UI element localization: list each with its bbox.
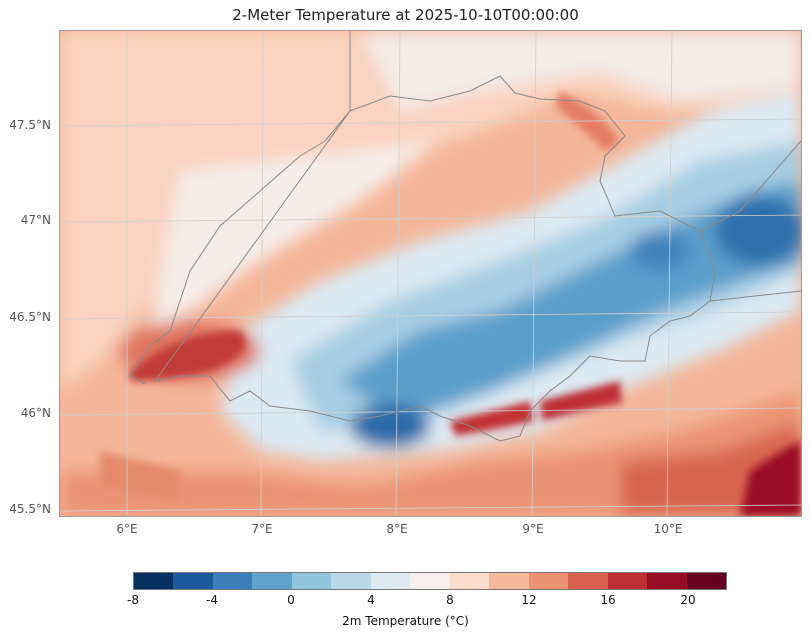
colorbar-swatch xyxy=(647,573,687,589)
lon-tick-8: 8°E xyxy=(386,522,408,536)
colorbar-swatch xyxy=(449,573,490,589)
colorbar-tick: 8 xyxy=(446,593,454,607)
colorbar-swatch xyxy=(173,573,213,589)
colorbar-tick: 4 xyxy=(367,593,375,607)
colorbar-swatch xyxy=(370,573,411,589)
colorbar xyxy=(133,572,727,590)
field-sw-warm xyxy=(100,451,180,501)
field-south-warm xyxy=(60,391,801,516)
map-title: 2-Meter Temperature at 2025-10-10T00:00:… xyxy=(232,6,579,24)
field-grisons-peak xyxy=(630,231,690,271)
temperature-map xyxy=(59,30,802,517)
colorbar-tick: -4 xyxy=(206,593,218,607)
lat-tick-47: 47°N xyxy=(20,213,51,227)
lon-tick-9: 9°E xyxy=(522,522,544,536)
switzerland-border xyxy=(129,31,801,442)
colorbar-tick: -8 xyxy=(127,593,139,607)
colorbar-swatch xyxy=(331,573,371,589)
colorbar-swatch xyxy=(686,573,727,589)
gridlines xyxy=(60,31,801,516)
colorbar-tick: 12 xyxy=(521,593,537,607)
colorbar-swatch xyxy=(410,573,450,589)
field-plateau xyxy=(60,31,801,391)
colorbar-swatch xyxy=(489,573,529,589)
colorbar-tick: 16 xyxy=(600,593,616,607)
colorbar-label: 2m Temperature (°C) xyxy=(342,614,469,628)
lon-tick-7: 7°E xyxy=(251,522,273,536)
lat-tick-47-5: 47.5°N xyxy=(9,118,51,132)
colorbar-swatch xyxy=(134,573,174,589)
field-lake-garda xyxy=(740,441,801,516)
colorbar-swatch xyxy=(568,573,608,589)
lon-tick-6: 6°E xyxy=(116,522,138,536)
colorbar-tick: 20 xyxy=(680,593,696,607)
lat-tick-45-5: 45.5°N xyxy=(9,502,51,516)
temperature-field xyxy=(60,31,801,516)
field-midland xyxy=(150,141,440,331)
lon-tick-10: 10°E xyxy=(653,522,683,536)
field-lake-maggiore xyxy=(450,401,535,436)
colorbar-swatch xyxy=(212,573,253,589)
field-lake-como xyxy=(540,381,622,421)
colorbar-swatch xyxy=(607,573,648,589)
colorbar-swatch xyxy=(291,573,332,589)
lat-tick-46: 46°N xyxy=(20,406,51,420)
lat-tick-46-5: 46.5°N xyxy=(9,310,51,324)
colorbar-swatch xyxy=(528,573,569,589)
colorbar-tick: 0 xyxy=(287,593,295,607)
field-valais-peak xyxy=(350,404,430,448)
field-lake-geneva xyxy=(130,331,246,381)
colorbar-swatch xyxy=(252,573,292,589)
field-engadin-peak xyxy=(715,196,801,266)
